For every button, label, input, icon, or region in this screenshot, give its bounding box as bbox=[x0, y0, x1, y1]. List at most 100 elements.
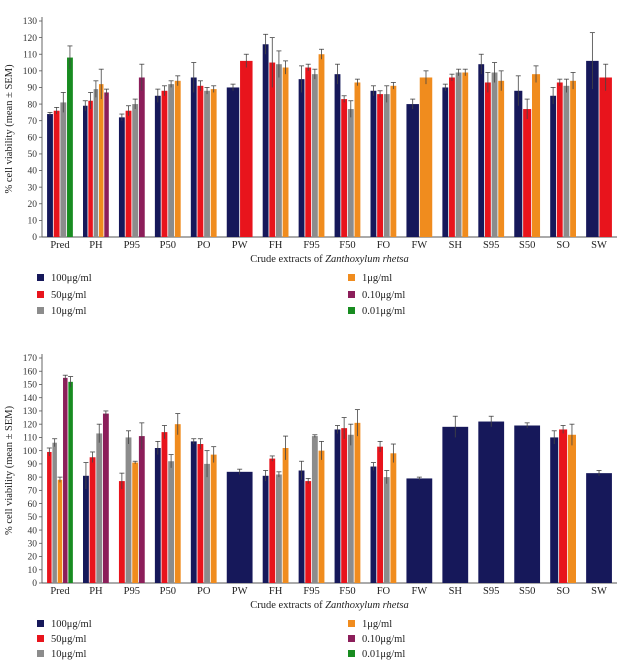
bar bbox=[354, 422, 361, 583]
x-tick-label: SO bbox=[556, 586, 570, 597]
x-tick-label: F95 bbox=[303, 586, 319, 597]
y-tick-label: 100 bbox=[23, 447, 38, 457]
x-tick-label: Pred bbox=[50, 240, 70, 251]
bar bbox=[383, 94, 390, 237]
x-tick-label: P50 bbox=[160, 240, 176, 251]
x-tick-label: PW bbox=[232, 586, 248, 597]
y-tick-label: 70 bbox=[28, 117, 38, 127]
y-tick-label: 60 bbox=[28, 500, 38, 510]
bar bbox=[190, 441, 197, 583]
y-tick-label: 110 bbox=[23, 50, 37, 60]
y-tick-label: 90 bbox=[28, 460, 38, 470]
legend-entry: 1μg/ml bbox=[362, 619, 392, 630]
bar bbox=[132, 462, 139, 583]
x-axis-label-species: Zanthoxylum rhetsa bbox=[325, 254, 409, 265]
legend-swatch bbox=[348, 620, 355, 627]
legend-entry: 0.01μg/ml bbox=[362, 649, 405, 660]
bar bbox=[570, 80, 576, 237]
bar bbox=[305, 67, 312, 238]
bar bbox=[240, 60, 253, 237]
bar bbox=[347, 109, 354, 237]
x-tick-label: PH bbox=[89, 586, 103, 597]
bar bbox=[168, 84, 175, 237]
bar bbox=[449, 77, 455, 237]
bar bbox=[298, 470, 305, 583]
x-tick-label: PO bbox=[197, 586, 211, 597]
legend-swatch bbox=[37, 274, 44, 281]
bar bbox=[154, 95, 161, 238]
bar bbox=[168, 461, 175, 583]
bar bbox=[550, 95, 557, 238]
bar bbox=[190, 77, 197, 237]
bar bbox=[67, 57, 73, 237]
bar bbox=[377, 446, 384, 583]
legend-entry: 50μg/ml bbox=[51, 290, 86, 301]
legend-entry: 1μg/ml bbox=[362, 273, 392, 284]
y-tick-label: 160 bbox=[23, 367, 38, 377]
bar bbox=[586, 60, 599, 237]
legend-swatch bbox=[37, 307, 44, 314]
y-tick-label: 80 bbox=[28, 100, 38, 110]
bar bbox=[98, 84, 104, 237]
y-tick-label: 120 bbox=[23, 34, 38, 44]
bar bbox=[347, 434, 354, 583]
bar bbox=[262, 44, 269, 238]
bar bbox=[599, 77, 612, 237]
legend-swatch bbox=[348, 307, 355, 314]
bar bbox=[210, 454, 217, 583]
y-tick-label: 80 bbox=[28, 473, 38, 483]
bar bbox=[514, 90, 523, 238]
bar bbox=[88, 100, 93, 237]
bar bbox=[83, 105, 88, 237]
x-axis-label-species: Zanthoxylum rhetsa bbox=[325, 600, 409, 611]
x-tick-label: F50 bbox=[339, 240, 355, 251]
y-tick-label: 130 bbox=[23, 17, 38, 27]
y-axis-label: % cell viability (mean ± SEM) bbox=[4, 405, 15, 535]
x-tick-label: P50 bbox=[160, 586, 176, 597]
bar bbox=[125, 110, 132, 237]
bar bbox=[47, 114, 53, 237]
legend-swatch bbox=[348, 274, 355, 281]
x-tick-label: FH bbox=[269, 240, 283, 251]
bar bbox=[318, 450, 325, 583]
y-tick-label: 60 bbox=[28, 134, 38, 144]
bar bbox=[383, 477, 390, 583]
bar bbox=[523, 109, 532, 237]
bar bbox=[269, 458, 276, 583]
y-tick-label: 0 bbox=[32, 579, 37, 589]
x-tick-label: F95 bbox=[303, 240, 319, 251]
x-tick-label: SH bbox=[449, 586, 463, 597]
bar bbox=[390, 85, 397, 237]
bar bbox=[60, 102, 67, 238]
bar bbox=[531, 74, 541, 238]
legend-entry: 100μg/ml bbox=[51, 619, 92, 630]
x-tick-label: S95 bbox=[483, 586, 499, 597]
bar bbox=[311, 74, 318, 238]
bar bbox=[370, 90, 377, 238]
bar bbox=[118, 117, 125, 237]
x-tick-label: FW bbox=[411, 586, 427, 597]
y-tick-label: 20 bbox=[28, 553, 38, 563]
bar bbox=[210, 89, 217, 237]
bar bbox=[275, 474, 282, 583]
x-tick-label: P95 bbox=[124, 586, 140, 597]
bar bbox=[269, 62, 276, 238]
bar bbox=[334, 429, 341, 583]
bar bbox=[586, 473, 612, 583]
bar bbox=[563, 85, 570, 237]
bar bbox=[455, 72, 462, 237]
chart-top: 0 10 20 30 40 50 60 70 80 90 100 110 120 130 % cell vi… bbox=[4, 17, 617, 317]
bar bbox=[354, 82, 361, 237]
bar bbox=[102, 413, 109, 583]
bar bbox=[96, 433, 103, 583]
x-axis-label-prefix: Crude extracts of bbox=[250, 600, 325, 611]
x-tick-label: PH bbox=[89, 240, 103, 251]
legend-entry: 0.01μg/ml bbox=[362, 306, 405, 317]
x-tick-label: F50 bbox=[339, 586, 355, 597]
legend-swatch bbox=[37, 635, 44, 642]
legend-entry: 50μg/ml bbox=[51, 634, 86, 645]
bar bbox=[53, 110, 60, 237]
legend-swatch bbox=[37, 620, 44, 627]
bar bbox=[559, 429, 568, 583]
